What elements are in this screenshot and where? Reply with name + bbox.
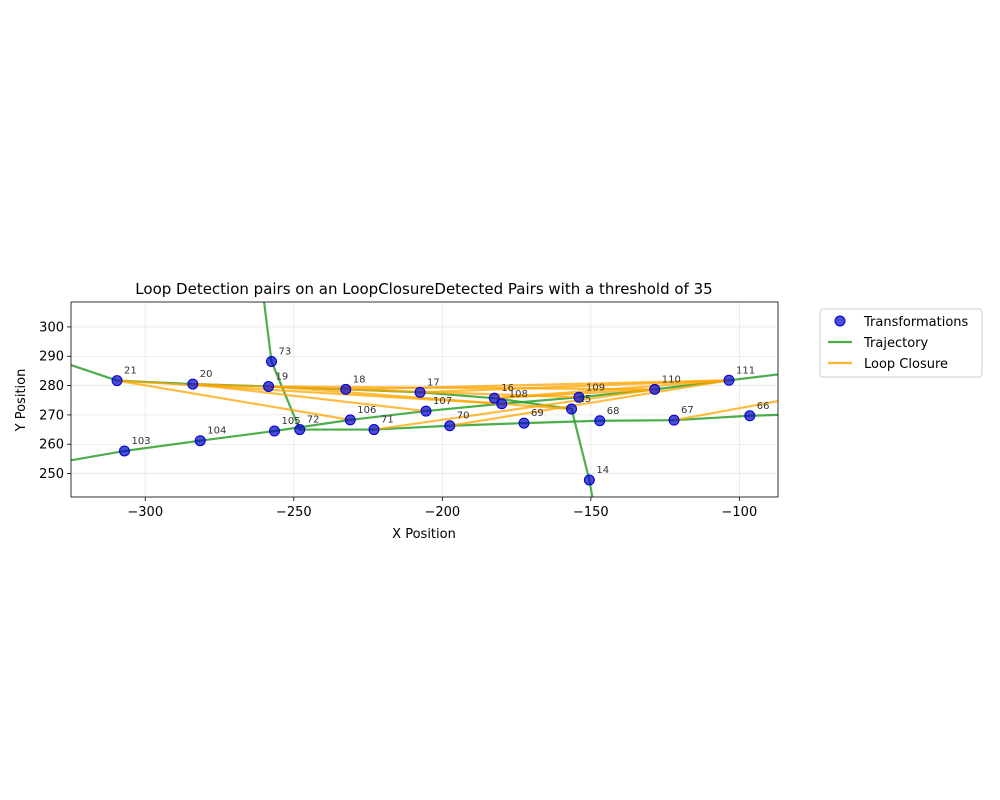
transformation-point: [266, 356, 278, 368]
loop-closure-line: [373, 388, 655, 431]
loop-closure-line: [449, 379, 730, 427]
transformation-point: [744, 410, 756, 422]
point-label: 105: [281, 416, 300, 427]
point-label: 67: [681, 405, 694, 416]
legend-label-trajectory: Trajectory: [863, 336, 928, 351]
point-labels: 14 15 16 17 18 19 20 21 73 72 71 70 69 68 67 66 103 104 10…: [124, 347, 769, 476]
transformation-point: [340, 383, 352, 395]
point-label: 21: [124, 366, 137, 377]
loop-closure-line: [116, 379, 351, 421]
loop-closure-line: [420, 379, 730, 394]
transformation-point: [344, 414, 356, 426]
transformation-point: [488, 392, 500, 404]
y-tick-label: 270: [39, 408, 64, 423]
loop-closure-line: [494, 379, 730, 400]
point-label: 19: [276, 371, 289, 382]
loop-closure-line: [192, 383, 427, 413]
transformation-point: [294, 424, 306, 436]
y-axis-ticks: 250 260 270 280 290 300: [39, 320, 71, 482]
transformation-point: [444, 420, 456, 432]
point-label: 72: [307, 415, 320, 426]
transformation-point: [368, 424, 380, 436]
legend-marker-transformations: [834, 315, 846, 327]
transformation-point: [263, 380, 275, 392]
legend-label-transformations: Transformations: [863, 315, 969, 330]
point-label: 108: [509, 389, 528, 400]
point-label: 18: [353, 374, 366, 385]
point-label: 71: [381, 415, 394, 426]
transformation-point: [111, 375, 123, 387]
point-label: 69: [531, 408, 544, 419]
y-tick-label: 260: [39, 438, 64, 453]
transformation-point: [420, 405, 432, 417]
point-label: 106: [357, 405, 376, 416]
x-tick-label: −250: [276, 505, 312, 520]
transformation-point: [268, 425, 280, 437]
x-tick-label: −150: [573, 505, 609, 520]
y-tick-label: 280: [39, 379, 64, 394]
transformation-point: [187, 378, 199, 390]
transformation-point: [649, 383, 661, 395]
point-label: 66: [757, 401, 770, 412]
point-label: 103: [131, 436, 150, 447]
point-label: 17: [427, 377, 440, 388]
transformation-point: [566, 403, 578, 415]
transformation-point: [414, 386, 426, 398]
y-axis-label: Y Position: [14, 369, 29, 433]
loop-closure-line: [673, 400, 778, 422]
y-tick-label: 290: [39, 350, 64, 365]
point-label: 70: [457, 411, 470, 422]
point-label: 73: [279, 347, 292, 358]
point-label: 68: [607, 406, 620, 417]
y-tick-label: 300: [39, 320, 64, 335]
transformation-point: [583, 474, 595, 486]
transformation-point: [118, 445, 130, 457]
transformation-points: [111, 356, 756, 486]
loop-closure-line: [192, 383, 580, 399]
point-label: 111: [736, 365, 755, 376]
transformation-point: [668, 414, 680, 426]
legend-box: [819, 308, 983, 378]
x-tick-label: −200: [424, 505, 460, 520]
chart-title: Loop Detection pairs on an LoopClosureDe…: [135, 280, 712, 298]
legend: Transformations Trajectory Loop Closure: [819, 308, 983, 378]
loop-closure-line: [268, 385, 655, 391]
x-tick-label: −300: [127, 505, 163, 520]
transformation-point: [594, 415, 606, 427]
transformation-point: [496, 398, 508, 410]
x-axis-ticks: −300 −250 −200 −150 −100: [127, 497, 757, 520]
transformation-point: [573, 391, 585, 403]
y-tick-label: 250: [39, 467, 64, 482]
point-label: 104: [207, 426, 226, 437]
transformation-point: [518, 417, 530, 429]
point-label: 109: [586, 382, 605, 393]
series-layer: 14 15 16 17 18 19 20 21 73 72 71 70 69 68 67 66 103 104 10…: [71, 302, 778, 497]
point-label: 16: [501, 383, 514, 394]
x-tick-label: −100: [722, 505, 758, 520]
loop-closure-layer: [116, 379, 778, 431]
point-label: 15: [579, 394, 592, 405]
legend-label-loop-closure: Loop Closure: [864, 357, 948, 372]
point-label: 20: [200, 369, 213, 380]
plot-frame: [70, 301, 779, 498]
point-label: 107: [433, 396, 452, 407]
transformation-point: [194, 435, 206, 447]
point-label: 110: [662, 374, 681, 385]
transformation-point: [723, 374, 735, 386]
point-label: 14: [596, 465, 609, 476]
x-axis-label: X Position: [392, 527, 456, 542]
